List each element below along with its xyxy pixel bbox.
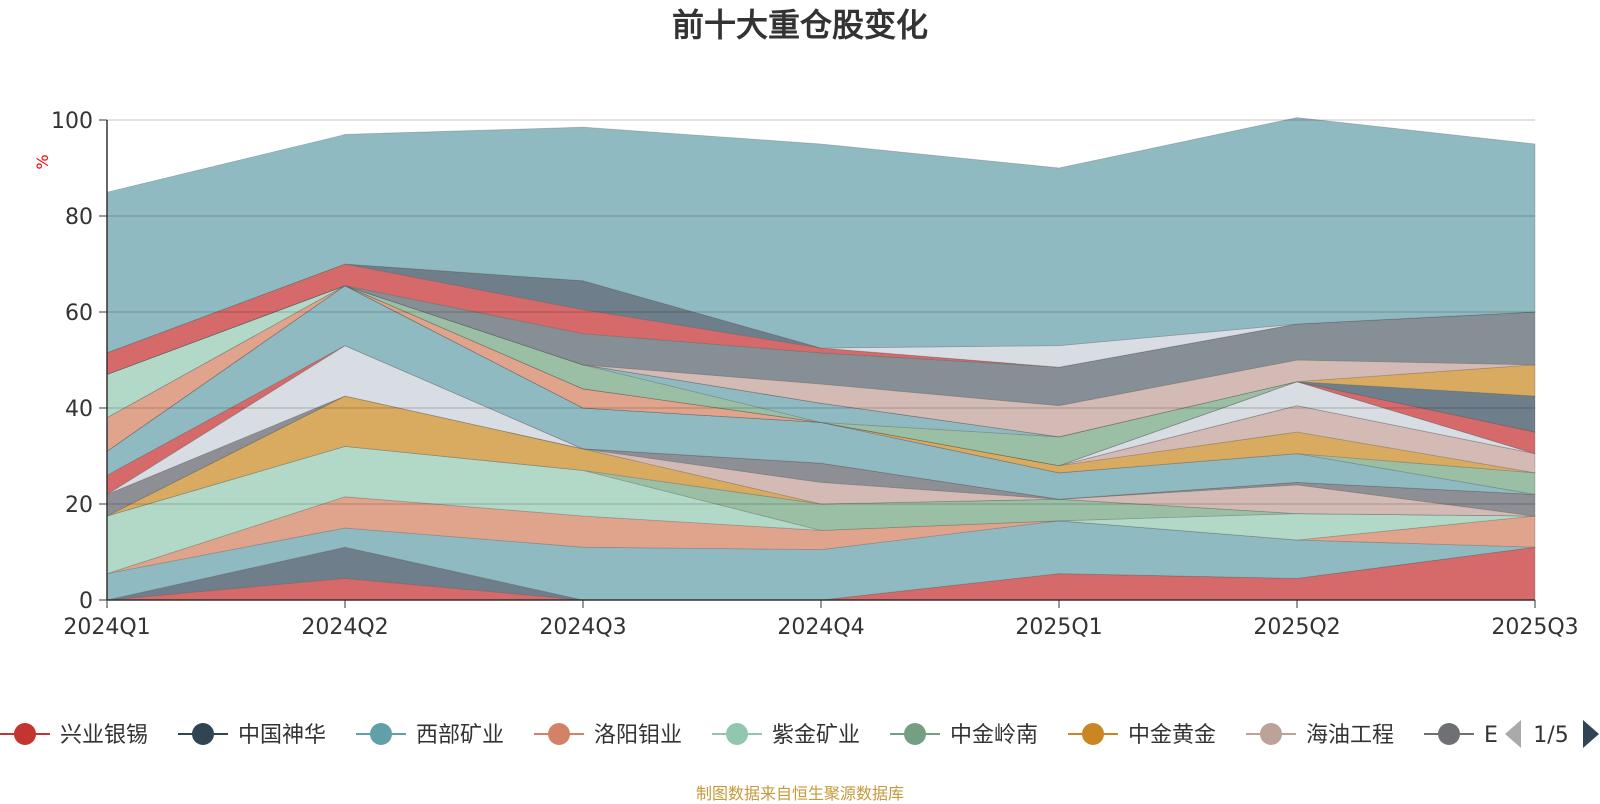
y-tick-label-20: 20 — [65, 493, 93, 518]
area-series-22 — [106, 285, 1536, 438]
legend: 兴业银锡 中国神华 西部矿业 洛阳钼业 紫金矿业 中金岭南 中金黄金 海油工程 E — [0, 723, 1498, 748]
legend-item-2[interactable]: 中国神华 — [178, 723, 326, 748]
legend-marker-7 — [1082, 723, 1104, 745]
legend-item-3[interactable]: 西部矿业 — [356, 723, 504, 748]
y-axis-label: % — [33, 154, 52, 169]
legend-item-5[interactable]: 紫金矿业 — [712, 723, 860, 748]
axes: 0 20 40 60 80 100 2024Q1 2024Q2 2024Q3 2024Q4 2025… — [51, 109, 1579, 640]
legend-item-4[interactable]: 洛阳钼业 — [534, 723, 682, 748]
legend-item-1[interactable]: 兴业银锡 — [0, 723, 148, 748]
legend-item-6[interactable]: 中金岭南 — [890, 723, 1038, 748]
legend-label-6: 中金岭南 — [950, 723, 1038, 748]
legend-prev-button[interactable] — [1505, 720, 1521, 748]
legend-marker-3 — [370, 723, 392, 745]
x-tick-label-2025Q2: 2025Q2 — [1253, 615, 1340, 640]
area-series-9 — [106, 395, 1536, 517]
y-tick-label-80: 80 — [65, 205, 93, 230]
legend-next-icon[interactable] — [1583, 720, 1599, 748]
legend-label-4: 洛阳钼业 — [594, 723, 682, 748]
source-footer: 制图数据来自恒生聚源数据库 — [695, 784, 904, 803]
legend-marker-4 — [548, 723, 570, 745]
legend-marker-1 — [14, 723, 36, 745]
legend-page-indicator: 1/5 — [1533, 723, 1568, 748]
legend-label-3: 西部矿业 — [416, 723, 504, 748]
legend-label-1: 兴业银锡 — [60, 723, 148, 748]
y-tick-label-40: 40 — [65, 397, 93, 422]
legend-label-9: E — [1484, 723, 1498, 748]
legend-item-8[interactable]: 海油工程 — [1246, 723, 1394, 748]
y-tick-label-0: 0 — [79, 589, 93, 614]
area-series-19 — [106, 285, 1536, 467]
legend-label-7: 中金黄金 — [1128, 723, 1216, 748]
y-tick-label-60: 60 — [65, 301, 93, 326]
legend-marker-6 — [904, 723, 926, 745]
legend-marker-8 — [1260, 723, 1282, 745]
chart-title: 前十大重仓股变化 — [672, 6, 928, 44]
legend-marker-2 — [192, 723, 214, 745]
legend-label-5: 紫金矿业 — [772, 723, 860, 748]
x-tick-label-2024Q4: 2024Q4 — [777, 615, 864, 640]
legend-label-8: 海油工程 — [1306, 723, 1394, 748]
area-series-group — [106, 117, 1536, 601]
area-series-29 — [106, 117, 1536, 354]
legend-next-button[interactable] — [1583, 720, 1599, 748]
x-tick-label-2024Q3: 2024Q3 — [539, 615, 626, 640]
area-series-4 — [106, 496, 1536, 574]
legend-marker-9 — [1438, 723, 1460, 745]
legend-item-7[interactable]: 中金黄金 — [1068, 723, 1216, 748]
legend-prev-icon[interactable] — [1505, 720, 1521, 748]
legend-label-2: 中国神华 — [238, 723, 326, 748]
area-series-23 — [106, 285, 1536, 438]
x-tick-label-2025Q1: 2025Q1 — [1015, 615, 1102, 640]
legend-item-9[interactable]: E — [1424, 723, 1498, 748]
legend-marker-5 — [726, 723, 748, 745]
x-tick-label-2025Q3: 2025Q3 — [1491, 615, 1578, 640]
x-tick-label-2024Q1: 2024Q1 — [63, 615, 150, 640]
y-tick-label-100: 100 — [51, 109, 93, 134]
x-tick-label-2024Q2: 2024Q2 — [301, 615, 388, 640]
gridlines — [107, 119, 1535, 505]
